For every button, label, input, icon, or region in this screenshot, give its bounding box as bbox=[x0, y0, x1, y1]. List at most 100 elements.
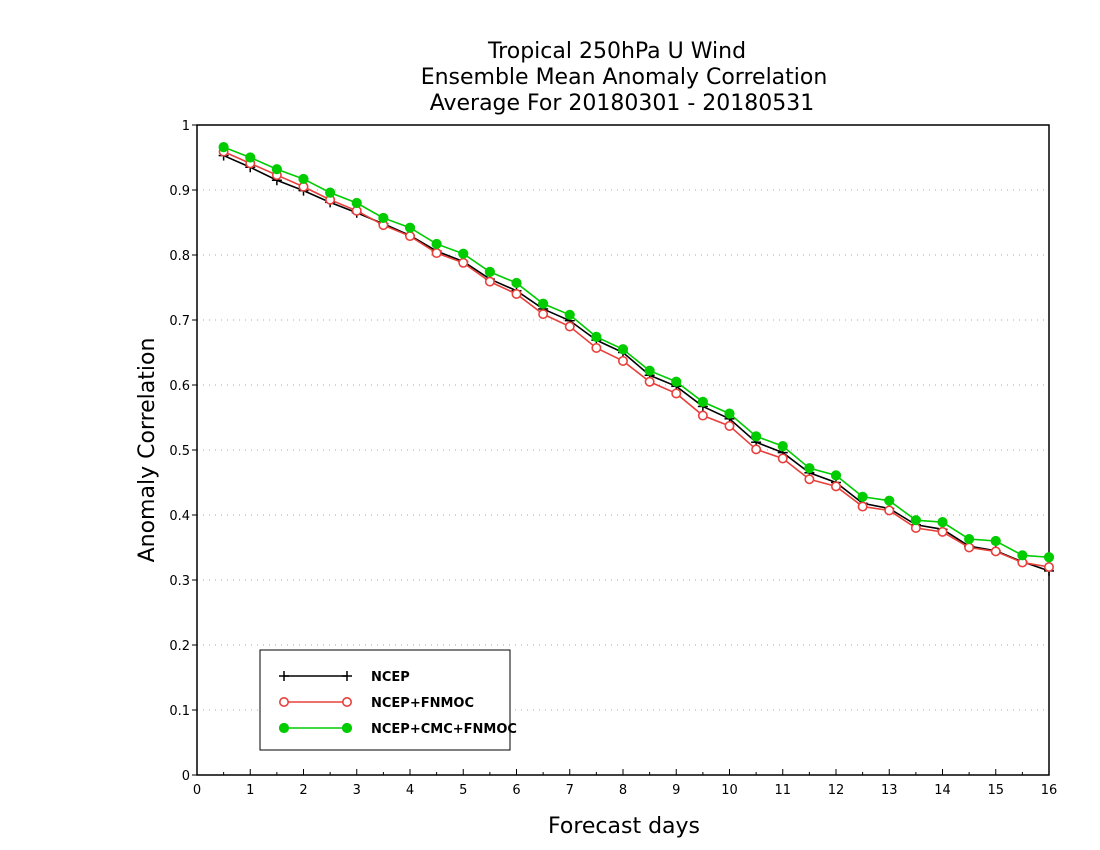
y-tick-label: 1 bbox=[182, 119, 190, 134]
data-point bbox=[538, 298, 549, 309]
data-point bbox=[404, 231, 415, 242]
axis-ticks: 00.10.20.30.40.50.60.70.80.910 1 2 3 4 5 6 7 8 9 1… bbox=[169, 119, 1057, 798]
x-tick-label: 0 bbox=[193, 783, 201, 798]
data-point bbox=[511, 288, 522, 299]
legend-marker bbox=[278, 722, 290, 734]
data-point bbox=[964, 542, 975, 553]
x-tick-label: 16 bbox=[1041, 783, 1058, 798]
y-tick-label: 0.3 bbox=[169, 574, 190, 589]
x-tick-label: 15 bbox=[987, 783, 1004, 798]
x-tick-label: 5 bbox=[459, 783, 467, 798]
data-point bbox=[644, 365, 655, 376]
data-point bbox=[884, 505, 895, 516]
data-point bbox=[431, 248, 442, 259]
y-tick-label: 0.1 bbox=[169, 704, 190, 719]
y-tick-label: 0.2 bbox=[169, 639, 190, 654]
data-point bbox=[990, 535, 1001, 547]
data-point bbox=[884, 495, 895, 506]
data-point bbox=[617, 344, 629, 355]
legend-label: NCEP+CMC+FNMOC bbox=[371, 722, 517, 737]
data-point bbox=[857, 491, 868, 502]
data-point bbox=[538, 309, 549, 320]
data-point bbox=[591, 331, 602, 342]
data-point bbox=[1017, 550, 1028, 561]
data-point bbox=[351, 197, 362, 209]
chart-title-line-3: Average For 20180301 - 20180531 bbox=[430, 91, 815, 116]
data-point bbox=[1043, 552, 1055, 563]
data-point bbox=[245, 152, 256, 163]
legend-marker bbox=[278, 696, 289, 707]
series-0 bbox=[218, 150, 1054, 576]
chart-title-line-1: Tropical 250hPa U Wind bbox=[487, 39, 746, 64]
x-tick-label: 12 bbox=[828, 783, 845, 798]
y-tick-label: 0.7 bbox=[169, 314, 190, 329]
legend-entry: NCEP bbox=[279, 670, 410, 685]
x-tick-label: 1 bbox=[246, 783, 254, 798]
data-point bbox=[990, 546, 1001, 557]
data-point bbox=[751, 431, 762, 442]
data-point bbox=[937, 526, 948, 537]
chart-title-line-2: Ensemble Mean Anomaly Correlation bbox=[421, 65, 828, 90]
data-point bbox=[644, 376, 655, 387]
legend-box bbox=[259, 649, 511, 751]
data-point bbox=[218, 142, 229, 153]
data-point bbox=[937, 517, 948, 528]
data-point bbox=[591, 342, 602, 353]
legend-entry: NCEP+FNMOC bbox=[278, 696, 474, 711]
x-tick-label: 4 bbox=[406, 783, 414, 798]
x-tick-label: 11 bbox=[774, 783, 791, 798]
data-series bbox=[218, 142, 1055, 576]
legend-marker bbox=[342, 671, 352, 681]
data-point bbox=[724, 420, 735, 431]
data-point bbox=[564, 321, 575, 332]
data-point bbox=[617, 355, 628, 366]
data-point bbox=[1044, 561, 1055, 572]
x-tick-label: 3 bbox=[353, 783, 361, 798]
data-point bbox=[511, 277, 522, 289]
y-tick-label: 0 bbox=[182, 769, 190, 784]
data-point bbox=[910, 515, 921, 526]
data-point bbox=[964, 533, 975, 545]
x-tick-label: 8 bbox=[619, 783, 627, 798]
series-2 bbox=[218, 142, 1055, 563]
x-tick-label: 14 bbox=[934, 783, 951, 798]
data-point bbox=[298, 173, 309, 185]
x-tick-label: 10 bbox=[721, 783, 738, 798]
x-axis-label: Forecast days bbox=[548, 814, 700, 839]
data-point bbox=[671, 376, 682, 387]
data-point bbox=[804, 474, 815, 485]
series-line bbox=[223, 154, 1050, 572]
data-point bbox=[484, 276, 495, 287]
x-tick-label: 2 bbox=[299, 783, 307, 798]
data-point bbox=[751, 444, 762, 455]
data-point bbox=[484, 266, 495, 277]
legend-label: NCEP bbox=[371, 670, 410, 685]
data-point bbox=[564, 309, 575, 320]
legend-marker bbox=[341, 722, 353, 734]
legend-marker bbox=[341, 696, 352, 707]
data-point bbox=[458, 257, 469, 268]
data-point bbox=[431, 238, 442, 250]
data-point bbox=[325, 187, 336, 198]
grid-lines bbox=[197, 189, 1049, 711]
data-point bbox=[697, 396, 708, 407]
legend-items: NCEP NCEP+FNMOC NCEP+CMC+FNMOC bbox=[278, 670, 517, 737]
y-tick-label: 0.6 bbox=[169, 379, 190, 394]
y-tick-label: 0.4 bbox=[169, 509, 190, 524]
y-tick-label: 0.8 bbox=[169, 249, 190, 264]
x-tick-label: 13 bbox=[881, 783, 898, 798]
x-tick-label: 9 bbox=[672, 783, 680, 798]
data-point bbox=[777, 453, 788, 464]
data-point bbox=[724, 408, 735, 419]
y-axis-label: Anomaly Correlation bbox=[135, 338, 160, 563]
legend-marker bbox=[279, 671, 289, 681]
data-point bbox=[404, 222, 416, 233]
y-tick-label: 0.5 bbox=[169, 444, 190, 459]
x-tick-label: 7 bbox=[566, 783, 574, 798]
data-point bbox=[271, 164, 282, 175]
data-point bbox=[830, 470, 842, 481]
data-point bbox=[857, 501, 868, 512]
legend: NCEP NCEP+FNMOC NCEP+CMC+FNMOC bbox=[259, 649, 517, 751]
legend-label: NCEP+FNMOC bbox=[371, 696, 474, 711]
